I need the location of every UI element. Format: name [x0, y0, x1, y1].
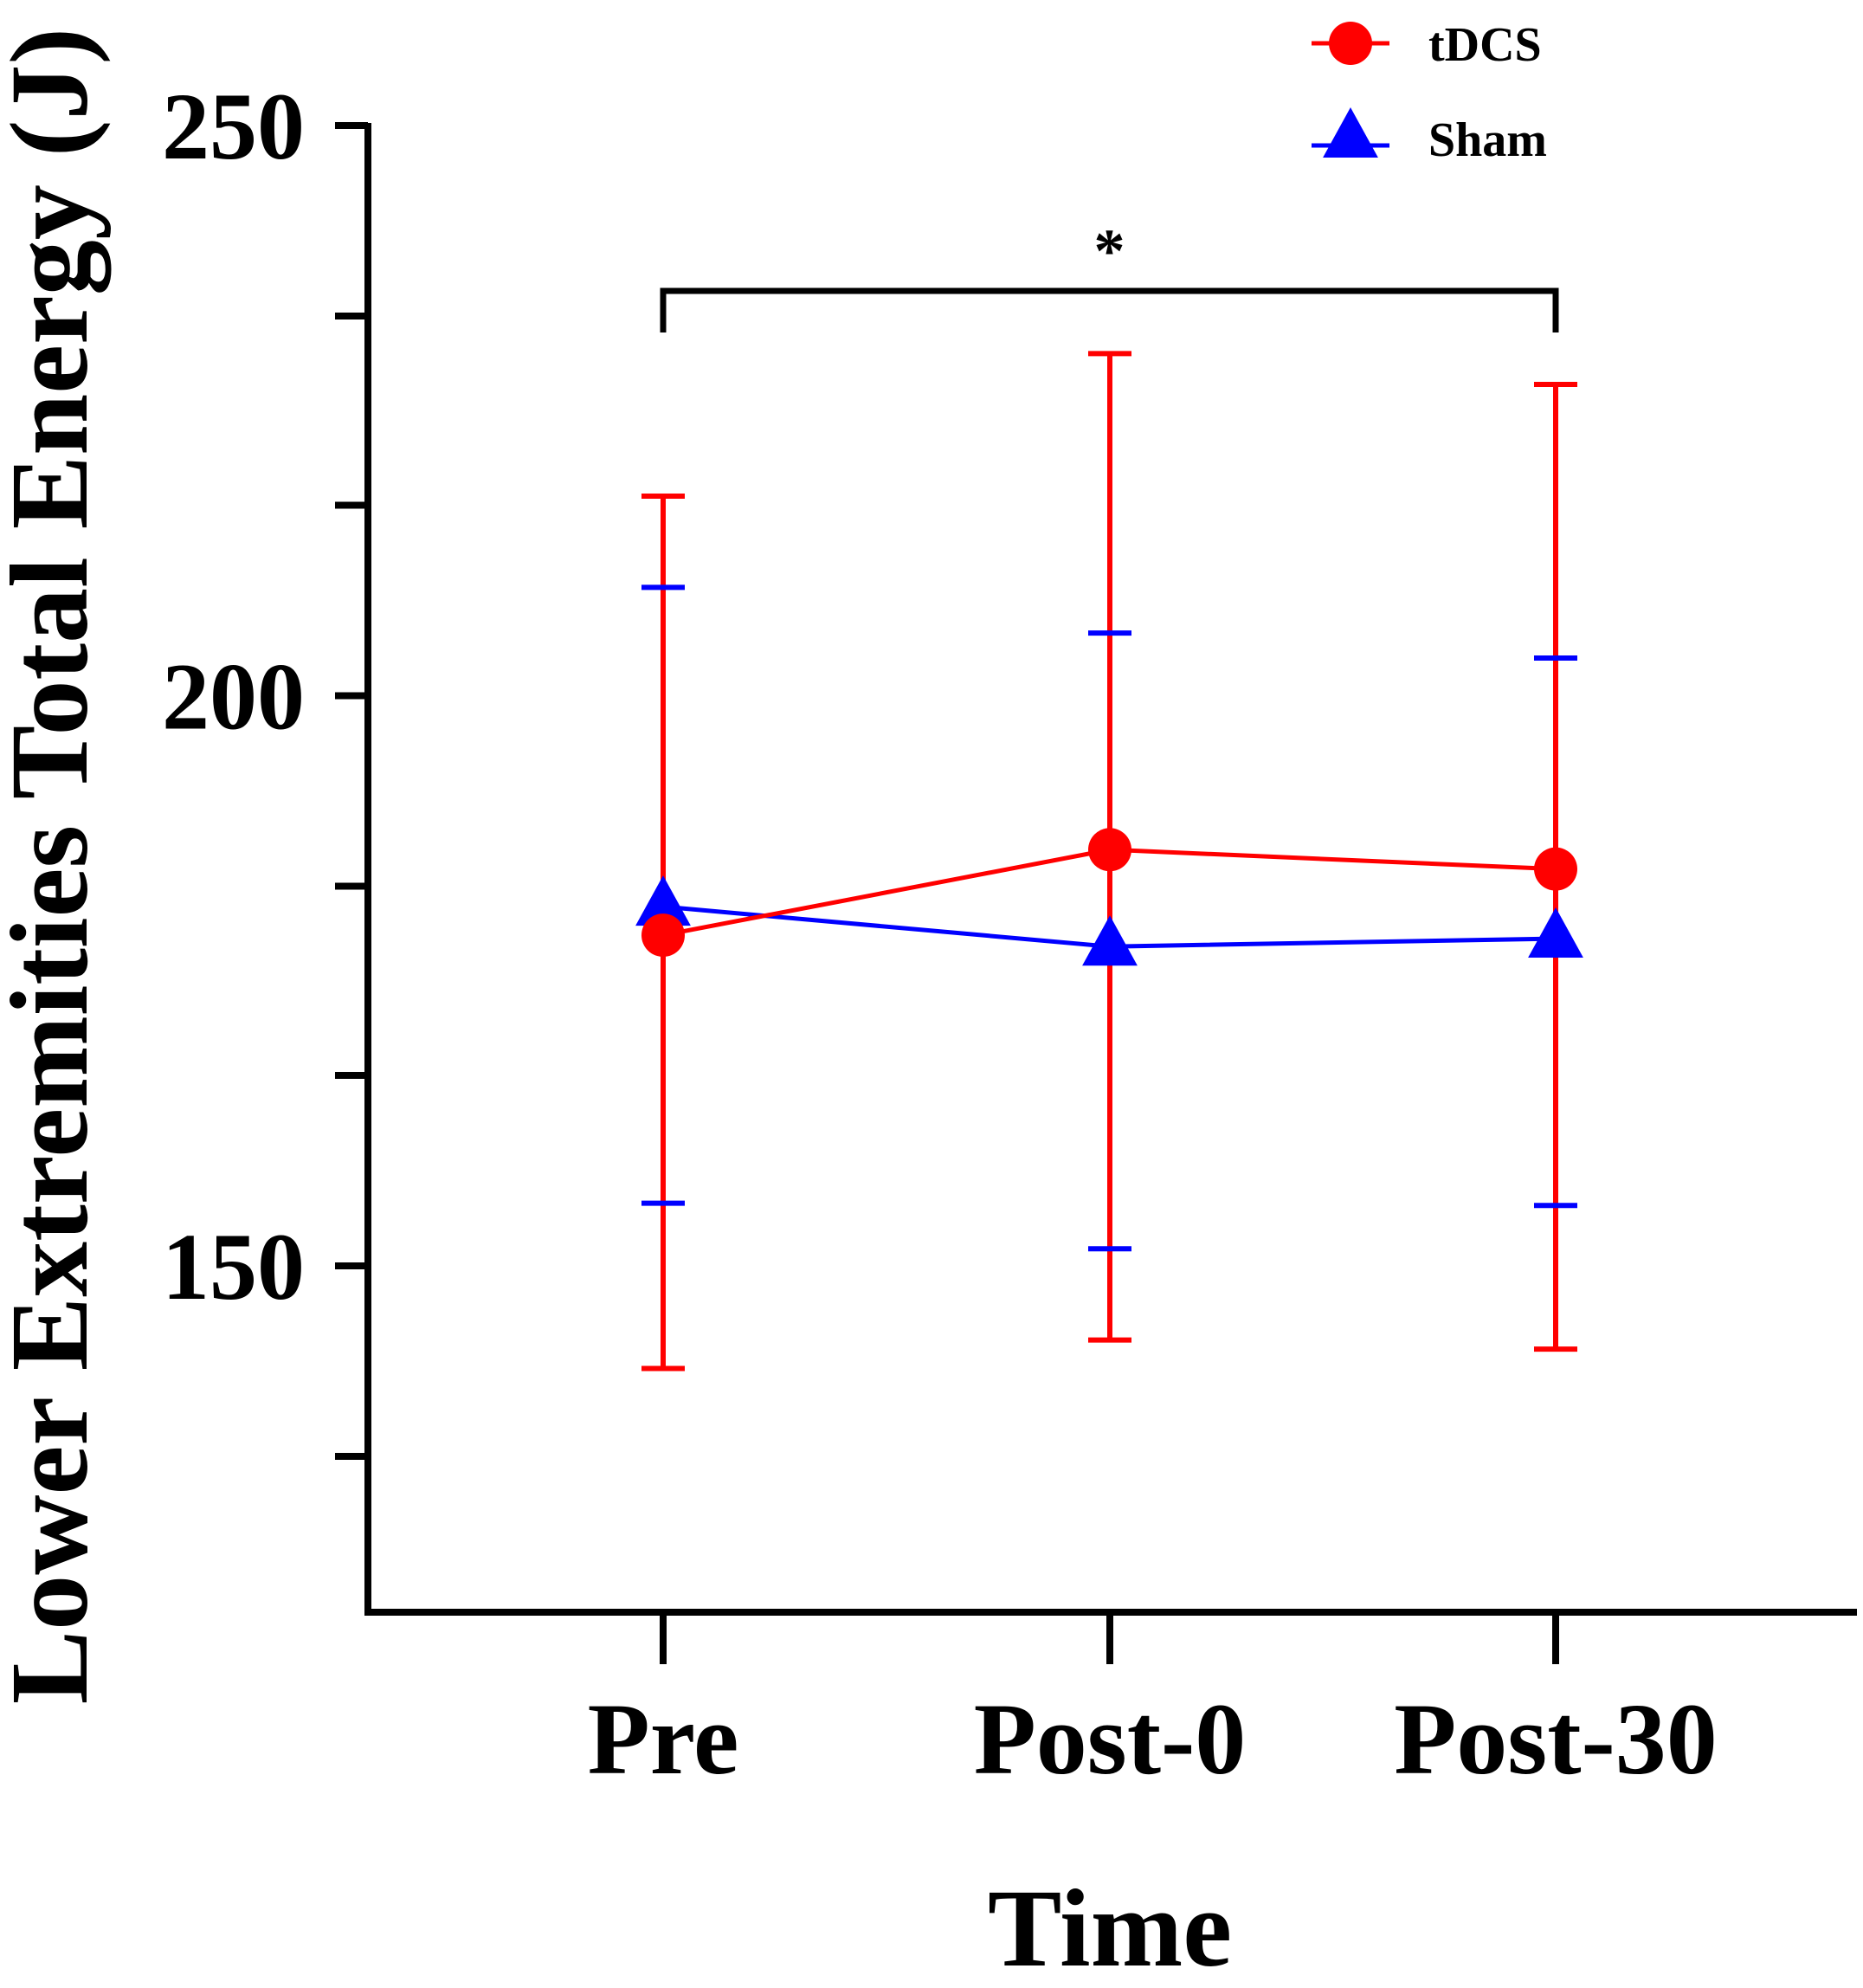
y-axis-title: Lower Extremities Total Energy (J) [0, 28, 111, 1704]
sham-point-2 [1528, 907, 1583, 958]
x-tick-label-post-0: Post-0 [974, 1682, 1247, 1796]
x-tick-label-post-30: Post-30 [1394, 1682, 1718, 1796]
x-ticks: Pre Post-0 Post-30 [588, 1612, 1718, 1796]
y-ticks: 250 200 150 [162, 74, 368, 1460]
legend: tDCS Sham [1312, 18, 1547, 167]
significance-bracket [660, 287, 1559, 332]
legend-item-tdcs: tDCS [1312, 18, 1542, 72]
y-tick-label-200: 200 [162, 644, 305, 750]
x-tick-label-pre: Pre [588, 1682, 739, 1796]
significance-bracket-line [660, 287, 1559, 332]
legend-tdcs-marker [1329, 22, 1372, 65]
x-axis-title: Time [988, 1867, 1232, 1988]
sham-point-1 [1082, 915, 1138, 966]
legend-tdcs-label: tDCS [1428, 18, 1542, 72]
tdcs-point-1 [1088, 828, 1131, 872]
tdcs-point-0 [641, 913, 685, 958]
legend-sham-marker [1323, 107, 1378, 158]
series-markers [635, 828, 1583, 966]
significance-star: * [1094, 216, 1125, 286]
y-tick-label-250: 250 [162, 74, 305, 179]
tdcs-point-2 [1534, 847, 1577, 891]
legend-item-sham: Sham [1312, 107, 1547, 167]
legend-sham-label: Sham [1428, 113, 1547, 167]
y-tick-label-150: 150 [162, 1214, 305, 1320]
sham-point-0 [635, 875, 691, 926]
